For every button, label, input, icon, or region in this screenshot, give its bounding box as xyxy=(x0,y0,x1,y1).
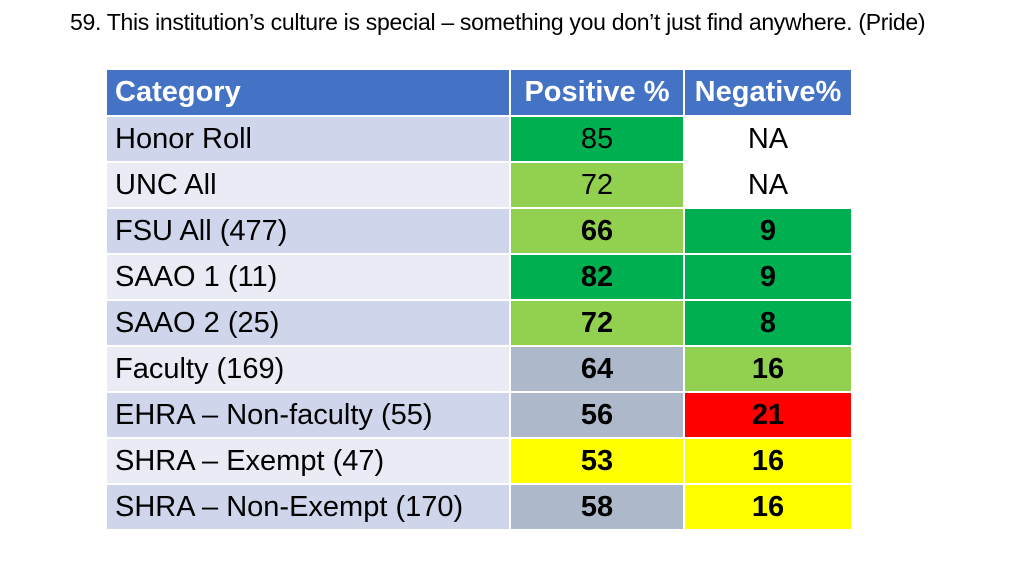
cell-category: SHRA – Non-Exempt (170) xyxy=(105,483,511,531)
cell-negative: 16 xyxy=(683,437,853,485)
header-positive: Positive % xyxy=(509,68,685,117)
slide-title: 59. This institution’s culture is specia… xyxy=(70,9,926,35)
table-row: EHRA – Non-faculty (55) 56 21 xyxy=(105,391,853,439)
cell-positive: 72 xyxy=(509,299,685,347)
cell-negative: 16 xyxy=(683,483,853,531)
cell-positive: 58 xyxy=(509,483,685,531)
table-row: Faculty (169) 64 16 xyxy=(105,345,853,393)
table-row: SAAO 2 (25) 72 8 xyxy=(105,299,853,347)
header-negative: Negative% xyxy=(683,68,853,117)
header-category: Category xyxy=(105,68,511,117)
cell-positive: 85 xyxy=(509,115,685,163)
cell-category: Faculty (169) xyxy=(105,345,511,393)
table-row: SAAO 1 (11) 82 9 xyxy=(105,253,853,301)
cell-positive: 66 xyxy=(509,207,685,255)
cell-positive: 72 xyxy=(509,161,685,209)
table-body: Honor Roll 85 NA UNC All 72 NA FSU All (477) 66… xyxy=(105,115,853,531)
cell-negative: NA xyxy=(683,161,853,209)
cell-category: SHRA – Exempt (47) xyxy=(105,437,511,485)
table-row: SHRA – Non-Exempt (170) 58 16 xyxy=(105,483,853,531)
table-row: SHRA – Exempt (47) 53 16 xyxy=(105,437,853,485)
table-row: Honor Roll 85 NA xyxy=(105,115,853,163)
cell-positive: 64 xyxy=(509,345,685,393)
cell-negative: NA xyxy=(683,115,853,163)
cell-negative: 9 xyxy=(683,207,853,255)
cell-category: UNC All xyxy=(105,161,511,209)
cell-category: Honor Roll xyxy=(105,115,511,163)
cell-category: FSU All (477) xyxy=(105,207,511,255)
cell-category: SAAO 2 (25) xyxy=(105,299,511,347)
cell-negative: 21 xyxy=(683,391,853,439)
table-row: UNC All 72 NA xyxy=(105,161,853,209)
cell-negative: 9 xyxy=(683,253,853,301)
table-row: FSU All (477) 66 9 xyxy=(105,207,853,255)
cell-positive: 53 xyxy=(509,437,685,485)
results-table: Category Positive % Negative% Honor Roll… xyxy=(105,68,853,531)
cell-positive: 82 xyxy=(509,253,685,301)
table-header-row: Category Positive % Negative% xyxy=(105,68,853,117)
cell-negative: 8 xyxy=(683,299,853,347)
cell-category: EHRA – Non-faculty (55) xyxy=(105,391,511,439)
cell-negative: 16 xyxy=(683,345,853,393)
cell-category: SAAO 1 (11) xyxy=(105,253,511,301)
cell-positive: 56 xyxy=(509,391,685,439)
